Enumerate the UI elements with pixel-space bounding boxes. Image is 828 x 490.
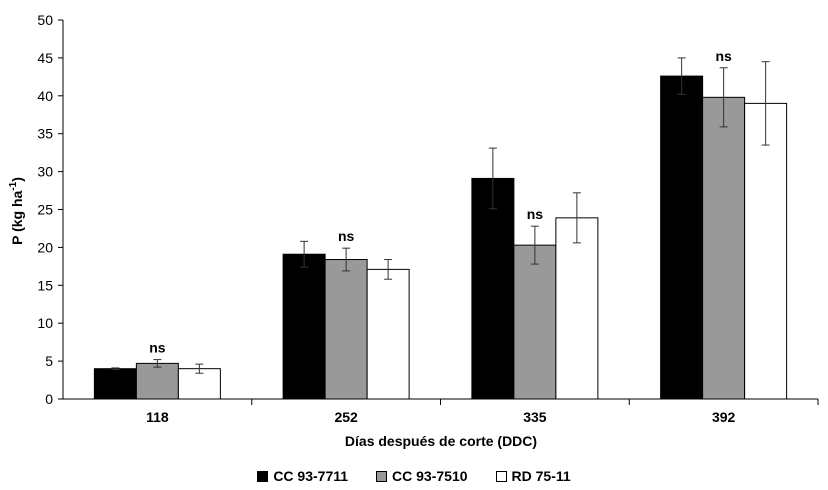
y-axis-title-main: P (kg ha [9,190,25,244]
bar [660,75,704,400]
y-tick-label: 25 [37,202,53,218]
error-bar [342,247,351,272]
bar [555,217,599,400]
y-tick-label: 50 [37,12,53,28]
error-bar [761,61,770,146]
y-tick-label: 30 [37,164,53,180]
y-axis-ticks: 0 5 10 15 20 25 30 35 40 45 50 [37,12,63,407]
x-category-label: 252 [334,409,358,425]
legend-swatch-gray [376,470,388,482]
significance-label: ns [715,48,732,64]
y-tick-label: 20 [37,239,53,255]
y-tick-label: 40 [37,88,53,104]
error-bar [300,240,309,268]
error-bar [719,67,728,128]
y-tick-label: 15 [37,277,53,293]
legend: CC 93-7711 CC 93-7510 RD 75-11 [0,468,828,484]
y-tick-label: 0 [45,391,53,407]
x-category-label: 392 [712,409,736,425]
bar [744,102,788,400]
legend-item-rd-75-11: RD 75-11 [495,468,571,484]
x-axis-categories: 118 252 335 392 [146,399,819,425]
y-tick-label: 10 [37,315,53,331]
error-bar [488,147,497,210]
bar [282,253,326,400]
error-bar [530,225,539,265]
error-bar [195,363,204,374]
significance-label: ns [527,206,544,222]
bar [324,259,368,400]
bar [513,244,557,400]
y-tick-label: 5 [45,353,53,369]
y-axis-title-tail: ) [9,177,25,182]
legend-label: RD 75-11 [511,468,571,484]
error-bar [384,259,393,280]
annotations: ns ns ns ns [149,48,732,356]
bar [471,177,515,400]
legend-item-cc-93-7711: CC 93-7711 [257,468,348,484]
bars [93,57,788,400]
error-bar [153,359,162,368]
legend-label: CC 93-7711 [273,468,349,484]
error-bar [111,367,120,370]
y-axis-title: P (kg ha-1) [8,177,25,245]
significance-label: ns [149,340,166,356]
y-axis-title-superscript: -1 [8,181,19,190]
legend-swatch-black [257,470,269,482]
legend-item-cc-93-7510: CC 93-7510 [376,468,468,484]
error-bar [677,57,686,95]
y-tick-label: 45 [37,50,53,66]
significance-label: ns [338,228,355,244]
legend-swatch-white [495,470,507,482]
x-category-label: 118 [146,409,169,425]
bar [135,362,179,400]
bar [366,268,410,400]
x-axis-title: Días después de corte (DDC) [345,433,537,449]
y-tick-label: 35 [37,126,53,142]
error-bar [572,192,581,244]
bar [702,96,746,400]
bar [93,368,137,400]
x-category-label: 335 [523,409,547,425]
legend-label: CC 93-7510 [392,468,468,484]
